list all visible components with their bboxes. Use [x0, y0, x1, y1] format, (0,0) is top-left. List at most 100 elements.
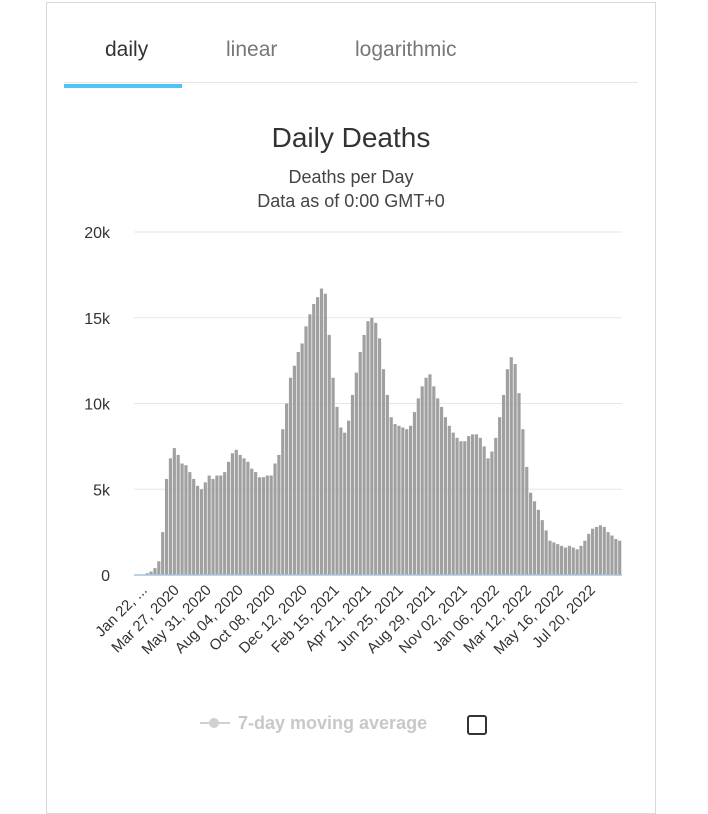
- bar: [207, 475, 211, 575]
- bar: [254, 472, 258, 575]
- bar: [273, 463, 277, 575]
- bar: [250, 468, 254, 575]
- bar: [292, 365, 296, 575]
- bar: [308, 314, 312, 575]
- bar: [552, 542, 556, 575]
- bar: [358, 352, 362, 575]
- bar: [408, 425, 413, 575]
- bar: [416, 398, 420, 575]
- bar: [188, 472, 192, 575]
- bar: [401, 427, 405, 575]
- bar: [343, 432, 347, 575]
- bar: [184, 465, 188, 575]
- bar: [374, 322, 378, 575]
- bar: [242, 458, 246, 575]
- tab-daily[interactable]: daily: [105, 38, 149, 61]
- bar: [494, 437, 498, 575]
- bar: [474, 434, 479, 575]
- active-tab-indicator: [64, 84, 182, 88]
- chart-data-as-of: Data as of 0:00 GMT+0: [257, 191, 445, 211]
- bar: [323, 293, 327, 575]
- bar: [296, 352, 300, 575]
- moving-average-checkbox[interactable]: [467, 715, 487, 735]
- bar: [257, 477, 262, 575]
- bar: [219, 475, 223, 575]
- bar: [405, 429, 409, 575]
- bar: [478, 437, 482, 575]
- bar: [203, 482, 207, 575]
- bar: [211, 478, 215, 575]
- chart-subtitle: Deaths per Day: [288, 167, 413, 187]
- bar: [591, 528, 595, 575]
- bar: [269, 475, 273, 575]
- bar: [459, 441, 463, 575]
- bar: [385, 394, 389, 575]
- bar: [548, 540, 552, 575]
- bar: [238, 454, 242, 575]
- bar: [610, 535, 614, 575]
- bar: [172, 448, 176, 575]
- bar: [563, 547, 568, 575]
- bar: [517, 393, 521, 575]
- legend: 7-day moving average: [200, 708, 427, 738]
- daily-deaths-chart: Daily Deaths Deaths per Day Data as of 0…: [84, 122, 622, 658]
- bar: [285, 403, 289, 575]
- bar: [544, 530, 548, 575]
- bar: [161, 532, 165, 576]
- bar: [246, 461, 250, 575]
- bar: [467, 436, 471, 575]
- bar: [335, 406, 339, 575]
- bar: [428, 374, 432, 575]
- bar: [556, 544, 560, 575]
- bar: [420, 386, 424, 575]
- bar: [157, 561, 161, 575]
- bar: [424, 377, 428, 575]
- bar: [277, 454, 281, 575]
- bar: [513, 364, 517, 575]
- bar: [168, 458, 173, 575]
- bar: [331, 377, 335, 575]
- bar: [153, 568, 157, 575]
- bar: [439, 406, 444, 575]
- tab-logarithmic[interactable]: logarithmic: [355, 38, 457, 61]
- bar: [378, 338, 382, 575]
- bar: [455, 437, 459, 575]
- bar: [602, 526, 606, 575]
- bar: [606, 532, 610, 576]
- bar: [536, 509, 540, 575]
- bar: [397, 425, 401, 575]
- bar: [234, 449, 238, 575]
- moving-average-legend-icon: [200, 716, 230, 730]
- bar: [300, 343, 304, 575]
- bar: [354, 372, 358, 575]
- bar: [618, 540, 622, 575]
- bar: [149, 571, 153, 575]
- y-tick-label: 10k: [84, 397, 111, 414]
- bar: [509, 357, 513, 575]
- bar: [370, 317, 374, 575]
- bar: [265, 475, 269, 575]
- bar: [575, 549, 579, 575]
- bar: [587, 533, 591, 575]
- tab-linear[interactable]: linear: [226, 38, 278, 61]
- moving-average-toggle[interactable]: 7-day moving average: [238, 712, 428, 733]
- y-tick-label: 20k: [84, 225, 111, 242]
- bar: [319, 288, 324, 575]
- bar: [366, 321, 370, 575]
- bar: [347, 420, 351, 575]
- bar: [164, 478, 169, 575]
- bar: [180, 463, 184, 575]
- bar: [571, 547, 575, 575]
- bar: [199, 489, 204, 575]
- y-tick-label: 0: [101, 568, 110, 585]
- bar: [339, 427, 343, 575]
- bar: [412, 412, 417, 575]
- bar: [532, 501, 537, 575]
- tab-divider: [64, 82, 638, 83]
- bar: [261, 477, 265, 575]
- bar: [598, 525, 602, 575]
- bar: [176, 454, 180, 575]
- bar: [451, 432, 455, 575]
- bar: [490, 451, 494, 575]
- bar: [362, 334, 366, 575]
